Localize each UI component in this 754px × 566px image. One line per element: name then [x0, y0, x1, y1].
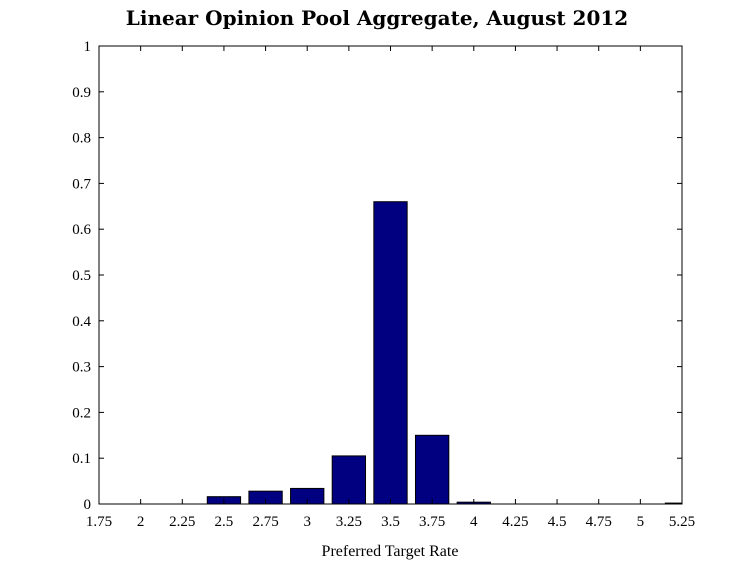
x-tick-label: 3.75: [419, 514, 445, 530]
x-tick-label: 5.25: [669, 514, 695, 530]
y-tick-label: 0.5: [72, 268, 91, 284]
x-tick-label: 3: [303, 514, 311, 530]
y-tick-label: 0.7: [72, 176, 91, 192]
y-tick-label: 0.4: [72, 314, 91, 330]
x-tick-label: 1.75: [86, 514, 112, 530]
x-tick-label: 4: [470, 514, 478, 530]
y-tick-label: 1: [84, 39, 92, 55]
x-tick-label: 2.25: [169, 514, 195, 530]
bar-3_5: [373, 201, 408, 505]
x-tick-label: 5: [637, 514, 645, 530]
x-tick-label: 2.5: [215, 514, 234, 530]
x-tick-label: 3.5: [381, 514, 400, 530]
chart-title: Linear Opinion Pool Aggregate, August 20…: [125, 6, 629, 30]
x-tick-label: 2.75: [252, 514, 278, 530]
y-tick-label: 0.6: [72, 222, 91, 238]
y-tick-label: 0.9: [72, 85, 91, 101]
y-tick-label: 0: [84, 497, 92, 513]
y-tick-label: 0.3: [72, 360, 91, 376]
bar-3_75: [414, 434, 450, 505]
x-axis-label: Preferred Target Rate: [322, 543, 459, 560]
y-tick-label: 0.8: [72, 131, 91, 147]
x-tick-label: 3.25: [336, 514, 362, 530]
x-tick-label: 4.75: [586, 514, 612, 530]
x-tick-label: 4.5: [548, 514, 567, 530]
bar-3_25: [331, 455, 367, 505]
x-tick-label: 4.25: [502, 514, 528, 530]
y-tick-label: 0.2: [72, 405, 91, 421]
x-tick-label: 2: [137, 514, 145, 530]
y-tick-label: 0.1: [72, 451, 91, 467]
